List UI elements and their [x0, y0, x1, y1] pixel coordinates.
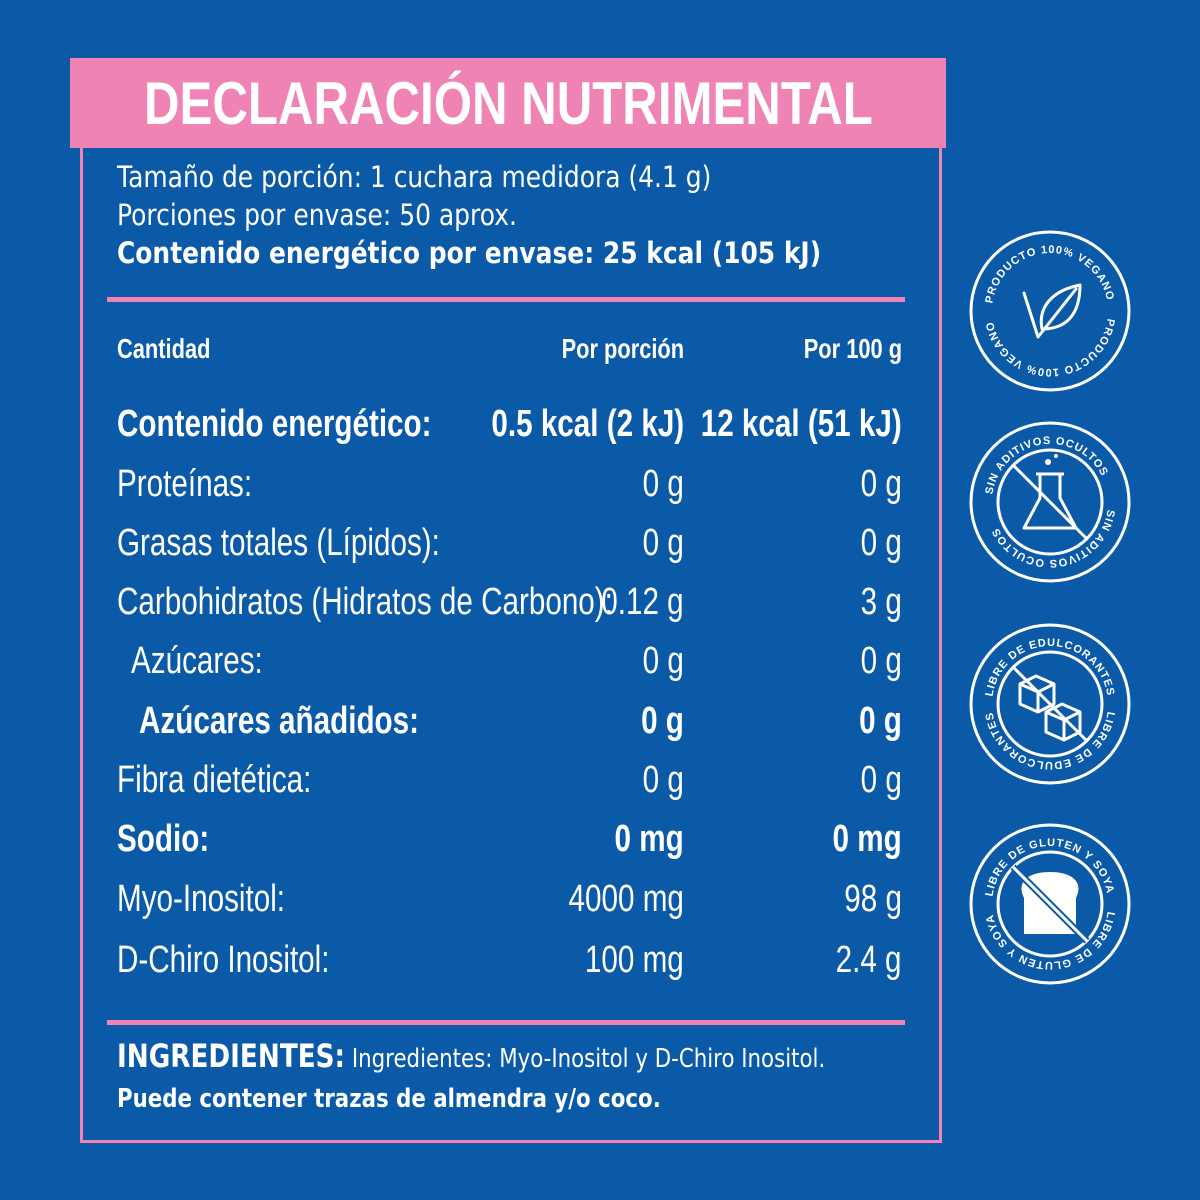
vegan-badge: PRODUCTO 100% VEGANO PRODUCTO 100% VEGAN… — [968, 229, 1132, 393]
table-row: Fibra dietética: 0 g 0 g — [117, 751, 902, 809]
row-per-serving: 100 mg — [585, 938, 684, 981]
badge-2-ring-bottom: SIN ADITIVOS OCULTOS — [990, 509, 1116, 569]
row-label: Fibra dietética: — [117, 758, 312, 801]
row-per-100g: 2.4 g — [836, 938, 902, 981]
sweetener-free-badge: LIBRE DE EDULCORANTES LIBRE DE EDULCORAN… — [968, 622, 1132, 786]
gluten-soy-free-badge: LIBRE DE GLUTEN Y SOYA LIBRE DE GLUTEN Y… — [968, 822, 1132, 986]
badge-3-ring-bottom: LIBRE DE EDULCORANTES — [983, 711, 1115, 771]
row-per-serving: 0.12 g — [601, 580, 684, 623]
row-label: Sodio: — [117, 817, 210, 860]
row-per-serving: 0 g — [642, 639, 684, 682]
header-per-100g: Por 100 g — [803, 333, 902, 364]
header-per-serving: Por porción — [561, 333, 684, 364]
row-label: Carbohidratos (Hidratos de Carbono): — [117, 580, 613, 623]
header-quantity: Cantidad — [117, 333, 211, 364]
row-label: Azúcares: — [131, 639, 263, 682]
row-per-100g: 0 g — [859, 699, 902, 742]
row-per-100g: 0 g — [860, 462, 902, 505]
row-per-serving: 0 g — [642, 462, 684, 505]
row-label: D-Chiro Inositol: — [117, 938, 330, 981]
row-per-serving: 0.5 kcal (2 kJ) — [491, 402, 684, 445]
badge-1-ring-bottom: PRODUCTO 100% VEGANO — [984, 318, 1116, 378]
row-per-serving: 0 g — [642, 521, 684, 564]
flask-crossed-icon: SIN ADITIVOS OCULTOS SIN ADITIVOS OCULTO… — [969, 421, 1131, 583]
table-row: Grasas totales (Lípidos): 0 g 0 g — [117, 514, 902, 572]
row-per-100g: 0 mg — [832, 817, 902, 860]
serving-size: Tamaño de porción: 1 cuchara medidora (4… — [117, 160, 712, 194]
divider-bottom — [107, 1020, 905, 1025]
svg-text:LIBRE DE EDULCORANTES: LIBRE DE EDULCORANTES — [983, 711, 1116, 771]
table-row: Sodio: 0 mg 0 mg — [117, 810, 902, 868]
table-row: Contenido energético: 0.5 kcal (2 kJ) 12… — [117, 395, 902, 453]
row-per-100g: 0 g — [860, 758, 902, 801]
bread-crossed-icon: LIBRE DE GLUTEN Y SOYA LIBRE DE GLUTEN Y… — [969, 823, 1131, 985]
badge-3-ring-top: LIBRE DE EDULCORANTES — [983, 637, 1115, 697]
svg-text:LIBRE DE EDULCORANTES: LIBRE DE EDULCORANTES — [983, 637, 1116, 697]
row-per-serving: 0 mg — [614, 817, 684, 860]
nutrition-panel — [80, 58, 942, 1143]
row-per-100g: 0 g — [860, 521, 902, 564]
row-label: Azúcares añadidos: — [139, 699, 420, 742]
no-additives-badge: SIN ADITIVOS OCULTOS SIN ADITIVOS OCULTO… — [968, 420, 1132, 584]
energy-per-container: Contenido energético por envase: 25 kcal… — [117, 236, 822, 270]
svg-text:SIN ADITIVOS OCULTOS: SIN ADITIVOS OCULTOS — [990, 509, 1117, 569]
table-row: Azúcares añadidos: 0 g 0 g — [117, 692, 902, 750]
sugar-cubes-crossed-icon: LIBRE DE EDULCORANTES LIBRE DE EDULCORAN… — [969, 623, 1131, 785]
row-per-100g: 0 g — [860, 639, 902, 682]
ingredients-block: INGREDIENTES: Ingredientes: Myo-Inositol… — [117, 1036, 902, 1119]
table-row: Myo-Inositol: 4000 mg 98 g — [117, 870, 902, 928]
svg-text:SIN ADITIVOS OCULTOS: SIN ADITIVOS OCULTOS — [983, 435, 1110, 495]
table-row: Carbohidratos (Hidratos de Carbono): 0.1… — [117, 573, 902, 631]
row-per-serving: 0 g — [641, 699, 684, 742]
badge-1-ring-top: PRODUCTO 100% VEGANO — [983, 244, 1115, 304]
leaf-check-icon: PRODUCTO 100% VEGANO PRODUCTO 100% VEGAN… — [969, 230, 1131, 392]
row-per-100g: 98 g — [844, 877, 902, 920]
row-per-100g: 3 g — [860, 580, 902, 623]
title-bar: DECLARACIÓN NUTRIMENTAL — [70, 58, 946, 148]
svg-text:PRODUCTO 100% VEGANO: PRODUCTO 100% VEGANO — [983, 244, 1116, 304]
ingredients-label: INGREDIENTES: — [117, 1037, 346, 1075]
divider-top — [107, 297, 905, 302]
table-row: D-Chiro Inositol: 100 mg 2.4 g — [117, 931, 902, 989]
row-per-serving: 0 g — [642, 758, 684, 801]
table-row: Proteínas: 0 g 0 g — [117, 455, 902, 513]
row-label: Grasas totales (Lípidos): — [117, 521, 440, 564]
table-header: Cantidad Por porción Por 100 g — [117, 333, 902, 365]
allergen-warning: Puede contener trazas de almendra y/o co… — [117, 1084, 661, 1114]
row-label: Contenido energético: — [117, 402, 432, 445]
ingredients-text: Ingredientes: Myo-Inositol y D-Chiro Ino… — [351, 1044, 826, 1074]
row-label: Proteínas: — [117, 462, 253, 505]
servings-per-container: Porciones por envase: 50 aprox. — [117, 198, 517, 232]
table-row: Azúcares: 0 g 0 g — [117, 632, 902, 690]
serving-info: Tamaño de porción: 1 cuchara medidora (4… — [117, 158, 917, 272]
badge-2-ring-top: SIN ADITIVOS OCULTOS — [983, 435, 1109, 495]
row-label: Myo-Inositol: — [117, 877, 286, 920]
svg-text:PRODUCTO 100% VEGANO: PRODUCTO 100% VEGANO — [984, 318, 1117, 378]
page-title: DECLARACIÓN NUTRIMENTAL — [143, 69, 873, 137]
row-per-100g: 12 kcal (51 kJ) — [700, 402, 902, 445]
row-per-serving: 4000 mg — [568, 877, 684, 920]
